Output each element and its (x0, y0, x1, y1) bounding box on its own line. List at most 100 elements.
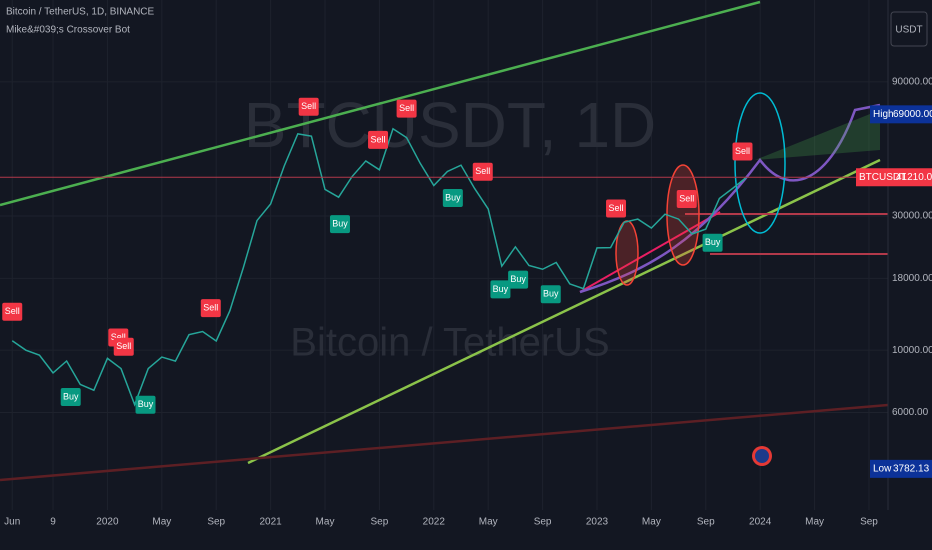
signal-box (368, 130, 389, 149)
signal: Sell (676, 190, 697, 209)
signal: Sell (396, 99, 417, 118)
x-tick-label: May (316, 517, 335, 528)
signal-box (396, 99, 417, 118)
x-tick-label: 2022 (423, 517, 446, 528)
signal: Sell (472, 162, 493, 181)
signal-label: Buy (543, 289, 559, 299)
x-tick-label: May (152, 517, 171, 528)
projection-band (755, 110, 880, 160)
x-tick-label: Sep (371, 517, 389, 528)
signal: Sell (113, 337, 134, 356)
last-price-tag (856, 168, 932, 187)
x-tick-label: May (642, 517, 661, 528)
trend-line (0, 0, 761, 207)
signal-box (472, 162, 493, 181)
x-tick-label: May (479, 517, 498, 528)
signal-box (702, 233, 723, 252)
trend-line (247, 158, 881, 465)
signal-label: Buy (138, 399, 154, 409)
signal-box (329, 215, 350, 234)
signal-box (113, 337, 134, 356)
x-tick-label: 2021 (259, 517, 282, 528)
signal-label: Sell (679, 193, 694, 203)
highlight-circle (666, 164, 700, 266)
signal: Buy (60, 388, 81, 407)
signal-box (490, 280, 511, 299)
flag-icon (755, 449, 769, 463)
signal-label: Sell (5, 306, 20, 316)
last-price-name: BTCUSDT (859, 172, 906, 183)
signal-label: Buy (510, 274, 526, 284)
last-price-label: 41210.00 (896, 172, 932, 183)
signal-label: Sell (301, 101, 316, 111)
signal-box (60, 388, 81, 407)
signal-label: Sell (399, 103, 414, 113)
signal-label: Buy (705, 237, 721, 247)
y-tick-label: 18000.00 (892, 273, 932, 284)
signal-box (540, 285, 561, 304)
signal-label: Buy (445, 192, 461, 202)
signal: Buy (490, 280, 511, 299)
signal-label: Sell (735, 146, 750, 156)
y-tick-label: 90000.00 (892, 77, 932, 88)
trend-line (579, 211, 721, 293)
signal-label: Sell (371, 134, 386, 144)
watermark-name: Bitcoin / TetherUS (290, 321, 609, 365)
signal: Buy (702, 233, 723, 252)
marker-tag (870, 105, 932, 124)
signal-box (135, 395, 156, 414)
marker-name: High (873, 109, 894, 120)
signal: Buy (442, 188, 463, 207)
signal-label: Sell (203, 303, 218, 313)
signal-label: Buy (63, 391, 79, 401)
symbol-title: Bitcoin / TetherUS, 1D, BINANCE (6, 7, 155, 18)
plot: SellBuySellSellBuySellSellBuySellSellBuy… (0, 97, 888, 414)
signal-label: Sell (609, 203, 624, 213)
signal: Buy (508, 270, 529, 289)
x-tick-label: 9 (50, 517, 56, 528)
marker-label: 3782.13 (893, 463, 930, 474)
highlight-circle (734, 92, 786, 234)
signal-label: Sell (475, 166, 490, 176)
signal: Buy (329, 215, 350, 234)
signal-label: Sell (116, 341, 131, 351)
signal-box (298, 97, 319, 116)
signal-label: Buy (493, 284, 509, 294)
indicator-name: Mike&#039;s Crossover Bot (6, 25, 130, 36)
marker-label: 69000.00 (893, 109, 932, 120)
signal: Sell (368, 130, 389, 149)
signal: Sell (200, 299, 221, 318)
signal: Sell (298, 97, 319, 116)
signal-box (442, 188, 463, 207)
x-tick-label: May (805, 517, 824, 528)
signal-box (606, 199, 627, 218)
drawings (0, 0, 889, 482)
signal: Sell (606, 199, 627, 218)
x-tick-label: Sep (697, 517, 715, 528)
x-tick-label: Sep (534, 517, 552, 528)
signal-label: Sell (111, 332, 126, 342)
signal: Buy (540, 285, 561, 304)
signal-box (676, 190, 697, 209)
marker-tag (870, 459, 932, 478)
signal: Sell (2, 302, 23, 321)
signal-label: Buy (332, 218, 348, 228)
y-tick-label: 6000.00 (892, 407, 929, 418)
price-line (11, 127, 748, 407)
trend-line (0, 403, 889, 482)
projection (579, 103, 881, 294)
signal-box (732, 142, 753, 161)
y-tick-label: 10000.00 (892, 345, 932, 356)
x-tick-label: Jun (4, 517, 20, 528)
x-tick-label: Sep (207, 517, 225, 528)
signal-box (200, 299, 221, 318)
x-tick-label: 2023 (586, 517, 609, 528)
signal-box (2, 302, 23, 321)
currency-label[interactable]: USDT (895, 25, 922, 36)
signal-box (508, 270, 529, 289)
currency-button[interactable] (890, 11, 928, 47)
x-tick-label: 2024 (749, 517, 772, 528)
